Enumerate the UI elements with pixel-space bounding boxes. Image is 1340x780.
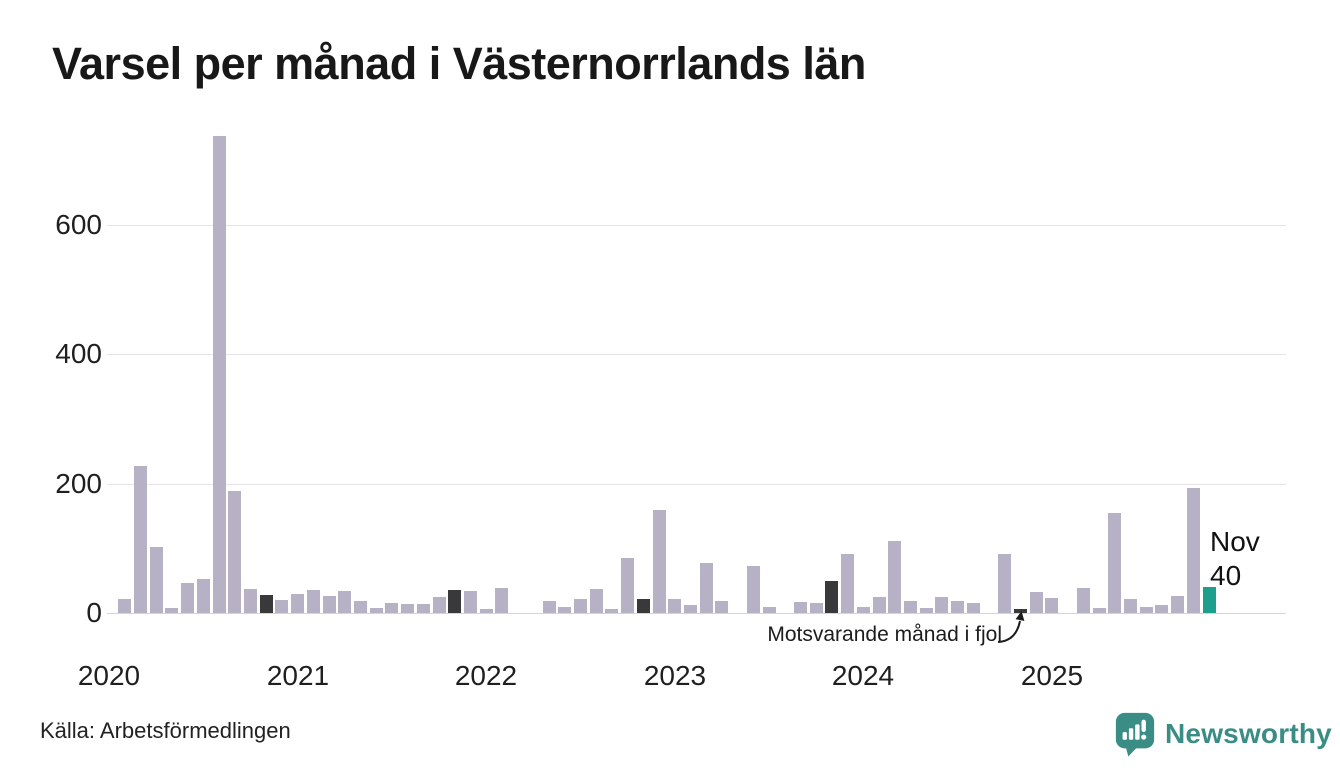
bar-2021-04 — [338, 591, 352, 613]
bar-2022-01 — [479, 609, 493, 613]
x-tick-2025: 2025 — [1020, 660, 1084, 691]
newsworthy-bubble-icon — [1115, 712, 1155, 757]
gridline-0 — [107, 613, 1286, 614]
bar-2022-10 — [621, 558, 635, 613]
bar-2020-02 — [118, 599, 132, 613]
bar-2022-05 — [542, 601, 556, 613]
bar-2020-10 — [243, 589, 257, 613]
bar-2024-03 — [888, 541, 902, 613]
x-tick-2021: 2021 — [266, 660, 330, 691]
bar-2025-07 — [1139, 607, 1153, 613]
bar-2021-06 — [369, 608, 383, 613]
bar-2024-07 — [951, 601, 965, 613]
bar-2024-06 — [935, 597, 949, 613]
bar-2023-12 — [841, 554, 855, 613]
bar-2021-10 — [432, 597, 446, 613]
bar-2025-01 — [1045, 598, 1059, 613]
bar-2024-08 — [966, 603, 980, 613]
bar-2020-12 — [275, 600, 289, 613]
bar-2022-06 — [558, 607, 572, 613]
bar-2023-07 — [762, 607, 776, 613]
y-tick-400: 400 — [55, 338, 102, 369]
gridline-400 — [107, 354, 1286, 355]
annotation-arrow-icon — [997, 611, 1025, 643]
newsworthy-logo: Newsworthy — [1113, 710, 1332, 757]
bar-2024-01 — [856, 607, 870, 613]
bar-2023-10 — [809, 603, 823, 613]
bar-2022-08 — [589, 589, 603, 613]
bar-2020-03 — [133, 466, 147, 613]
bar-2025-06 — [1123, 599, 1137, 613]
x-tick-2020: 2020 — [77, 660, 141, 691]
bar-2024-05 — [919, 608, 933, 613]
bar-2021-09 — [416, 604, 430, 613]
bar-2025-05 — [1108, 513, 1122, 613]
annotation-last-year: Motsvarande månad i fjol — [767, 623, 1002, 646]
bar-2023-11 — [825, 581, 839, 613]
y-tick-600: 600 — [55, 209, 102, 240]
bar-2023-02 — [683, 605, 697, 613]
bar-2023-06 — [746, 566, 760, 613]
bar-2020-07 — [196, 579, 210, 613]
bar-2025-09 — [1171, 596, 1185, 613]
current-month-value: 40 — [1210, 560, 1242, 591]
y-tick-200: 200 — [55, 468, 102, 499]
bar-2025-04 — [1092, 608, 1106, 613]
bar-2022-09 — [605, 609, 619, 613]
bar-2024-10 — [998, 554, 1012, 613]
bar-2021-07 — [385, 603, 399, 613]
bar-2020-05 — [165, 608, 179, 613]
bar-2023-09 — [793, 602, 807, 613]
bar-2024-12 — [1029, 592, 1043, 613]
bar-2025-03 — [1076, 588, 1090, 613]
bar-2021-12 — [463, 591, 477, 613]
bar-2020-06 — [181, 583, 195, 613]
bar-2023-03 — [699, 563, 713, 613]
bar-2022-11 — [636, 599, 650, 613]
bar-2023-01 — [668, 599, 682, 613]
bar-2020-04 — [149, 547, 163, 613]
current-month-name: Nov — [1210, 526, 1260, 557]
gridline-200 — [107, 484, 1286, 485]
bar-2023-04 — [715, 601, 729, 613]
bar-2022-07 — [573, 599, 587, 613]
bar-2024-02 — [872, 597, 886, 613]
bar-2024-04 — [903, 601, 917, 613]
source-caption: Källa: Arbetsförmedlingen — [40, 718, 291, 743]
bar-2021-03 — [322, 596, 336, 613]
bar-2024-11 — [1013, 609, 1027, 613]
x-tick-2022: 2022 — [454, 660, 518, 691]
bar-2025-11 — [1202, 587, 1216, 613]
bar-2021-02 — [306, 590, 320, 613]
bar-2021-11 — [448, 590, 462, 613]
bar-2021-01 — [291, 594, 305, 613]
bar-2020-09 — [228, 491, 242, 613]
bar-2022-12 — [652, 510, 666, 613]
bar-2021-08 — [401, 604, 415, 613]
bar-2025-10 — [1186, 488, 1200, 613]
x-tick-2024: 2024 — [831, 660, 895, 691]
bar-2021-05 — [353, 601, 367, 613]
newsworthy-logo-text: Newsworthy — [1165, 717, 1332, 749]
bar-2020-08 — [212, 136, 226, 613]
bar-2025-08 — [1155, 605, 1169, 613]
page-title: Varsel per månad i Västernorrlands län — [52, 38, 866, 89]
y-tick-0: 0 — [86, 597, 102, 628]
bar-2020-11 — [259, 595, 273, 613]
bar-2022-02 — [495, 588, 509, 613]
current-month-label: Nov 40 — [1210, 525, 1260, 593]
gridline-600 — [107, 225, 1286, 226]
x-tick-2023: 2023 — [643, 660, 707, 691]
